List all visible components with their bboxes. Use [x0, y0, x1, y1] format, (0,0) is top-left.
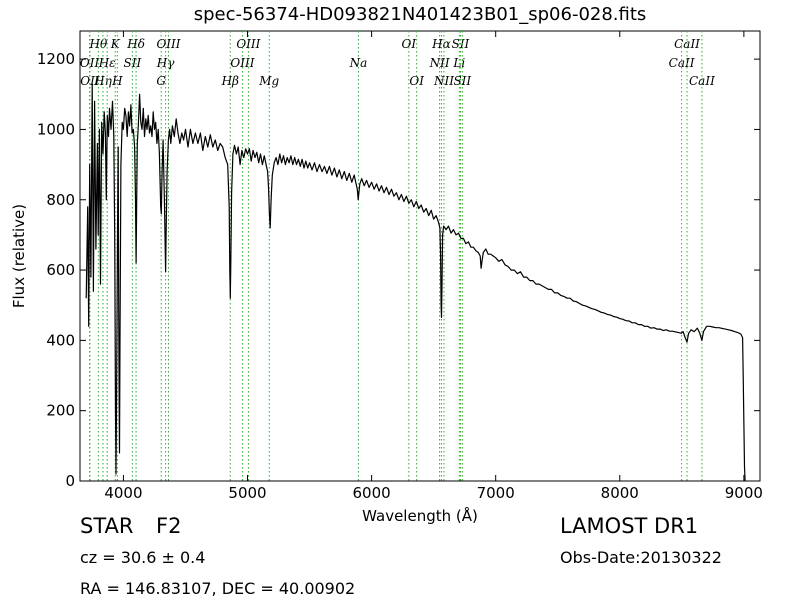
line-marker-label: Na	[349, 56, 368, 70]
axes: 4000 5000 6000 7000 8000 9000 0 200 400 600 800 100…	[37, 31, 763, 502]
line-marker-label: Hβ	[221, 74, 239, 88]
x-tick-label: 8000	[601, 484, 639, 502]
line-marker-label: CaII	[689, 74, 715, 88]
line-marker-label: CaII	[669, 56, 695, 70]
line-marker-label: CaII	[674, 37, 700, 51]
line-marker-label: OI	[409, 74, 424, 88]
line-marker-label: K	[110, 37, 121, 51]
y-tick-label: 800	[46, 191, 75, 209]
line-marker-label: Li	[452, 56, 465, 70]
line-marker-label: OIII	[236, 37, 260, 51]
subclass-label: F2	[156, 514, 182, 538]
line-marker-label: Hδ	[126, 37, 145, 51]
line-marker-label: Hε	[98, 56, 116, 70]
redshift-text: cz = 30.6 ± 0.4	[80, 548, 206, 567]
line-marker-label: Hγ	[156, 56, 175, 70]
y-tick-label: 1200	[37, 50, 75, 68]
line-marker-label: Hα	[431, 37, 451, 51]
plot-frame	[79, 30, 761, 482]
y-tick-label: 200	[46, 402, 75, 420]
line-marker-label: Hη	[93, 74, 112, 88]
x-tick-label: 6000	[353, 484, 391, 502]
line-marker-label: OIII	[156, 37, 180, 51]
y-tick-label: 1000	[37, 120, 75, 138]
line-marker-label: G	[156, 74, 166, 88]
line-marker-label: NII	[429, 56, 450, 70]
line-marker-label: NII	[433, 74, 454, 88]
line-marker-label: Hθ	[89, 37, 108, 51]
class-label: STAR	[80, 514, 134, 538]
x-tick-label: 4000	[104, 484, 142, 502]
obs-date: Obs-Date:20130322	[560, 548, 722, 567]
line-marker-label: SII	[124, 56, 142, 70]
x-tick-label: 9000	[725, 484, 763, 502]
chart-title: spec-56374-HD093821N401423B01_sp06-028.f…	[193, 4, 647, 25]
x-tick-label: 7000	[477, 484, 515, 502]
line-markers: OIIOIIHθHηHεKHSIIHδGHγOIIIHβOIIIOIIIMgNa…	[80, 31, 715, 481]
y-tick-label: 0	[65, 472, 75, 490]
survey-label: LAMOST DR1	[560, 514, 699, 538]
y-tick-label: 600	[46, 261, 75, 279]
line-marker-label: OIII	[230, 56, 254, 70]
spectrum-line	[85, 83, 746, 482]
y-tick-label: 400	[46, 331, 75, 349]
coordinates-text: RA = 146.83107, DEC = 40.00902	[80, 579, 356, 598]
line-marker-label: OI	[402, 37, 417, 51]
line-marker-label: Mg	[258, 74, 279, 88]
x-tick-label: 5000	[228, 484, 266, 502]
spectrum-series	[85, 83, 746, 482]
line-marker-label: H	[111, 74, 123, 88]
line-marker-label: SII	[452, 37, 470, 51]
line-marker-label: OII	[80, 74, 100, 88]
x-axis-label: Wavelength (Å)	[362, 506, 478, 525]
line-marker-label: SII	[453, 74, 471, 88]
y-axis-label: Flux (relative)	[10, 204, 28, 308]
